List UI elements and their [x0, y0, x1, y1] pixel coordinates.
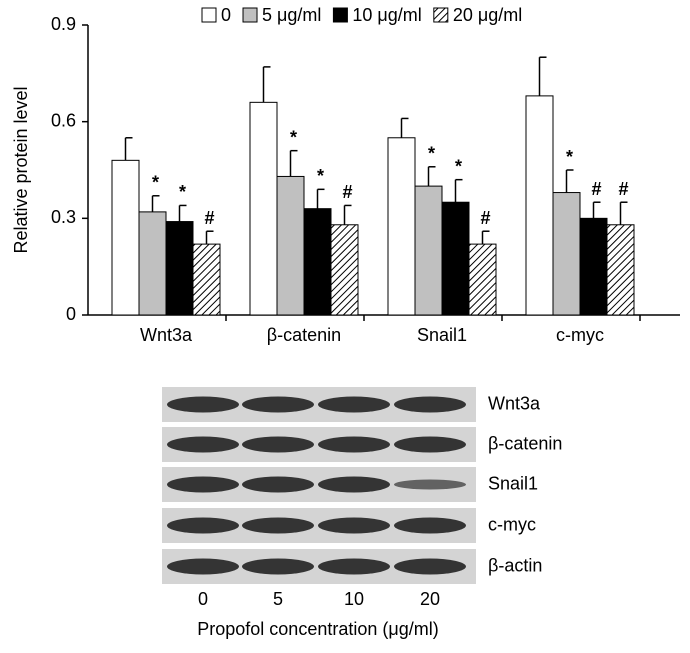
- blot-row-label: Snail1: [488, 473, 538, 493]
- blot-row-label: β-actin: [488, 555, 542, 575]
- x-tick-label: Wnt3a: [140, 325, 193, 345]
- blot-lane-label: 20: [420, 589, 440, 609]
- significance-marker: #: [591, 179, 601, 199]
- bar: [468, 243, 497, 316]
- bar: [192, 243, 221, 316]
- blot-row-label: c-myc: [488, 514, 536, 534]
- blot-lane-label: 5: [273, 589, 283, 609]
- legend-label: 0: [221, 5, 231, 25]
- blot-row-label: β-catenin: [488, 433, 562, 453]
- significance-marker: *: [152, 173, 159, 193]
- legend-swatch: [201, 7, 217, 23]
- significance-marker: *: [179, 182, 186, 202]
- legend-label: 10 μg/ml: [352, 5, 421, 25]
- blot-band: [318, 517, 390, 534]
- legend-label: 20 μg/ml: [453, 5, 522, 25]
- bar: [552, 192, 581, 316]
- legend-label: 5 μg/ml: [262, 5, 321, 25]
- y-axis-label: Relative protein level: [11, 86, 31, 253]
- significance-marker: *: [455, 156, 462, 176]
- bar: [276, 175, 305, 316]
- significance-marker: *: [566, 147, 573, 167]
- legend-swatch: [433, 7, 449, 23]
- legend-swatch: [332, 7, 348, 23]
- significance-marker: *: [428, 144, 435, 164]
- blot-band: [394, 517, 466, 534]
- legend-swatch: [242, 7, 258, 23]
- blot-band: [318, 396, 390, 413]
- blot-band: [242, 476, 314, 493]
- bar: [138, 211, 167, 316]
- bar: [441, 201, 470, 316]
- y-tick-label: 0.3: [51, 207, 76, 227]
- bar: [579, 217, 608, 316]
- x-tick-label: c-myc: [556, 325, 604, 345]
- blot-band: [394, 436, 466, 453]
- y-tick-label: 0.6: [51, 110, 76, 130]
- significance-marker: #: [342, 182, 352, 202]
- significance-marker: #: [618, 179, 628, 199]
- significance-marker: #: [480, 208, 490, 228]
- bar: [414, 185, 443, 316]
- bar: [249, 101, 278, 316]
- bar: [387, 137, 416, 316]
- blot-band: [242, 396, 314, 413]
- blot-band: [318, 558, 390, 575]
- blot-band: [167, 396, 239, 413]
- bar: [606, 224, 635, 316]
- y-tick-label: 0.9: [51, 14, 76, 34]
- bar: [330, 224, 359, 316]
- x-tick-label: Snail1: [417, 325, 467, 345]
- blot-row-label: Wnt3a: [488, 393, 541, 413]
- bar: [303, 208, 332, 316]
- blot-band: [242, 558, 314, 575]
- blot-band: [242, 517, 314, 534]
- significance-marker: *: [317, 166, 324, 186]
- blot-band: [167, 558, 239, 575]
- blot-band: [318, 436, 390, 453]
- bar: [111, 159, 140, 316]
- blot-band: [242, 436, 314, 453]
- significance-marker: #: [204, 208, 214, 228]
- blot-lane-label: 10: [344, 589, 364, 609]
- bar: [165, 221, 194, 316]
- blot-band: [394, 396, 466, 413]
- x-tick-label: β-catenin: [267, 325, 341, 345]
- blot-band: [167, 436, 239, 453]
- bar: [525, 95, 554, 316]
- blot-lane-label: 0: [198, 589, 208, 609]
- significance-marker: *: [290, 127, 297, 147]
- blot-x-label: Propofol concentration (μg/ml): [197, 619, 438, 639]
- y-tick-label: 0: [66, 304, 76, 324]
- blot-band: [394, 479, 466, 490]
- blot-band: [167, 517, 239, 534]
- blot-band: [167, 476, 239, 493]
- blot-band: [394, 558, 466, 575]
- blot-band: [318, 476, 390, 493]
